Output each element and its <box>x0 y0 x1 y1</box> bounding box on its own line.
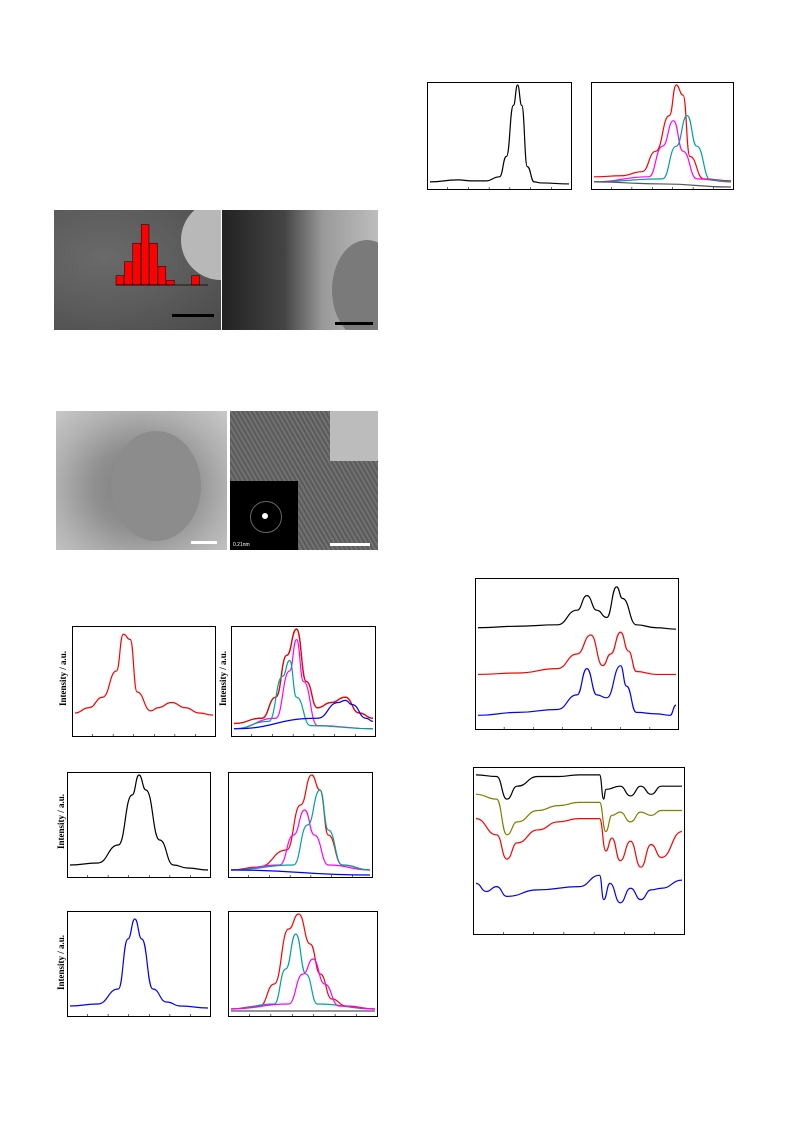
scale-bar <box>172 314 214 317</box>
xps_black_fit-magenta-curve <box>230 809 371 871</box>
ftir_stack-red-curve <box>475 817 683 868</box>
raman_red-red-curve <box>74 633 214 716</box>
raman_blue-blue-curve <box>69 918 209 1009</box>
xps_red_fit-cyan-curve <box>233 659 374 730</box>
xps_blue_fit-red-curve <box>230 913 376 1010</box>
raman_black-black-curve <box>69 774 209 871</box>
tem-image-right-1 <box>222 210 378 330</box>
xps_blue_fit-magenta-curve <box>230 958 376 1010</box>
xps_red_fit-red-curve <box>233 628 374 725</box>
saed-scale-label: 0.21nm <box>233 542 250 548</box>
tem-image-left-2 <box>56 411 227 550</box>
scale-bar <box>335 322 373 325</box>
hrtem-image: 0.21nm <box>230 411 378 550</box>
xps_blue_fit-cyan-curve <box>230 933 376 1010</box>
chart-ftir-stack <box>473 767 685 935</box>
chart-xps-blue-fit <box>228 911 378 1017</box>
xps_top_right-red-curve <box>593 84 732 182</box>
chart-xps-black-fit <box>228 772 373 878</box>
xps_black_fit-blue-curve <box>230 869 371 876</box>
chart-raman-black <box>67 772 211 878</box>
ftir_stack-black-curve <box>475 774 682 800</box>
chart-raman-blue <box>67 911 211 1017</box>
xps_top_right-gray-curve <box>593 181 732 188</box>
xrd_stack-blue-curve <box>477 665 677 716</box>
xps_top_right-magenta-curve <box>593 120 732 183</box>
chart-uv-top-left <box>427 82 572 190</box>
saed-inset: 0.21nm <box>230 481 298 550</box>
xps_black_fit-cyan-curve <box>230 789 371 871</box>
xps_black_fit-red-curve <box>230 774 371 871</box>
scale-bar <box>191 541 217 544</box>
chart-raman-red <box>72 626 216 737</box>
ftir_stack-blue-curve <box>475 874 683 904</box>
xrd_stack-red-curve <box>477 631 676 676</box>
scale-bar <box>330 543 370 546</box>
xps_red_fit-blue-curve <box>233 699 374 730</box>
ftir_stack-olive-curve <box>475 793 682 836</box>
xps_top_right-cyan-curve <box>593 114 732 183</box>
uv_top_left-black-curve <box>429 84 570 185</box>
xrd_stack-black-curve <box>477 586 677 630</box>
xps_red_fit-magenta-curve <box>233 638 374 730</box>
tem-image-left-1 <box>54 210 221 330</box>
